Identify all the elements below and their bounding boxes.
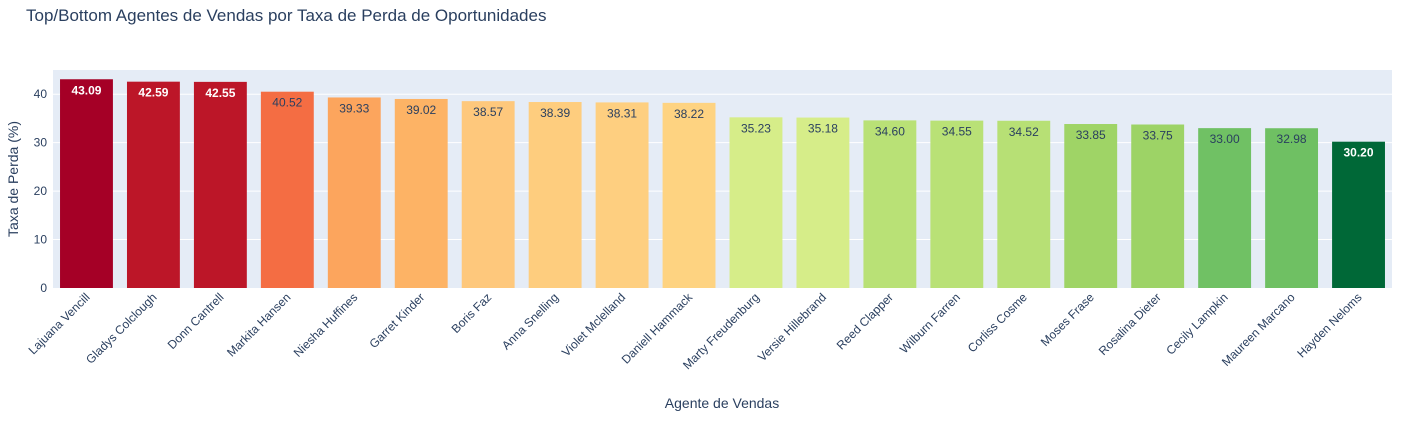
bar-value-label: 33.85: [1076, 128, 1106, 142]
bar: [461, 101, 515, 288]
bars-group: [60, 79, 1385, 288]
bar: [193, 81, 247, 288]
x-tick-label: Violet Mclelland: [559, 290, 628, 359]
y-tick-label: 10: [34, 233, 48, 247]
bar: [863, 120, 917, 288]
bar: [126, 81, 180, 288]
bar-value-label: 32.98: [1277, 132, 1307, 146]
bar: [528, 102, 582, 288]
x-tick-label: Versie Hillebrand: [755, 290, 829, 364]
bar: [1064, 124, 1118, 288]
y-axis-ticks: 0 10 20 30 40: [34, 87, 48, 295]
bar: [394, 98, 448, 288]
x-tick-label: Moses Frase: [1038, 290, 1097, 349]
x-tick-label: Boris Faz: [449, 290, 495, 336]
x-tick-label: Anna Snelling: [499, 290, 561, 352]
bar: [327, 97, 381, 288]
bar: [729, 117, 783, 288]
x-tick-label: Gladys Colclough: [83, 290, 159, 366]
chart-title: Top/Bottom Agentes de Vendas por Taxa de…: [26, 6, 546, 25]
bar-value-label: 34.60: [875, 124, 905, 138]
bar: [595, 102, 649, 288]
bar-value-label: 40.52: [272, 96, 302, 110]
bar: [662, 102, 716, 288]
bar-value-label: 33.75: [1143, 129, 1173, 143]
bar-value-label: 38.39: [540, 106, 570, 120]
bar: [260, 91, 314, 288]
y-tick-label: 30: [34, 136, 48, 150]
x-tick-label: Maureen Marcano: [1219, 290, 1298, 369]
x-tick-label: Hayden Neloms: [1294, 290, 1364, 360]
y-tick-label: 40: [34, 87, 48, 101]
bar-value-label: 34.52: [1009, 125, 1039, 139]
x-tick-label: Garret Kinder: [367, 290, 428, 351]
bar-value-label: 33.00: [1210, 132, 1240, 146]
x-axis-title: Agente de Vendas: [665, 395, 779, 411]
bar-value-label: 38.22: [674, 107, 704, 121]
bar-value-label: 42.55: [205, 86, 235, 100]
bar: [1198, 128, 1252, 288]
x-tick-label: Lajuana Vencill: [26, 290, 93, 357]
x-tick-label: Niesha Huffines: [291, 290, 361, 360]
x-tick-label: Wilburn Farren: [897, 290, 963, 356]
bar: [1332, 141, 1385, 288]
y-tick-label: 0: [40, 281, 47, 295]
bar-value-label: 34.55: [942, 125, 972, 139]
bar-value-label: 35.23: [741, 121, 771, 135]
bar-labels-group: 43.09 42.59 42.55 40.52 39.33 39.02 38.57 38.39…: [71, 83, 1373, 159]
bar: [1265, 128, 1319, 288]
bar: [930, 120, 984, 288]
plot-area: [53, 70, 1392, 288]
bar-value-label: 42.59: [138, 86, 168, 100]
bar: [997, 120, 1051, 288]
bar: [1131, 124, 1185, 288]
x-tick-label: Rosalina Dieter: [1096, 290, 1164, 358]
bar-value-label: 38.31: [607, 106, 637, 120]
x-tick-label: Markita Hansen: [224, 290, 293, 359]
bar: [60, 79, 113, 288]
bar-value-label: 39.02: [406, 103, 436, 117]
x-tick-label: Reed Clapper: [834, 290, 896, 352]
x-tick-label: Daniell Hammack: [619, 290, 696, 367]
bar-value-label: 30.20: [1344, 146, 1374, 160]
y-axis-title: Taxa de Perda (%): [5, 121, 21, 237]
x-tick-label: Corliss Cosme: [965, 290, 1030, 355]
x-tick-label: Donn Cantrell: [165, 290, 227, 352]
bar-value-label: 39.33: [339, 101, 369, 115]
bar-value-label: 35.18: [808, 122, 838, 136]
y-tick-label: 20: [34, 184, 48, 198]
bar: [796, 117, 850, 288]
bar-value-label: 43.09: [71, 83, 101, 97]
bar-value-label: 38.57: [473, 105, 503, 119]
x-tick-label: Cecily Lampkin: [1163, 290, 1230, 357]
